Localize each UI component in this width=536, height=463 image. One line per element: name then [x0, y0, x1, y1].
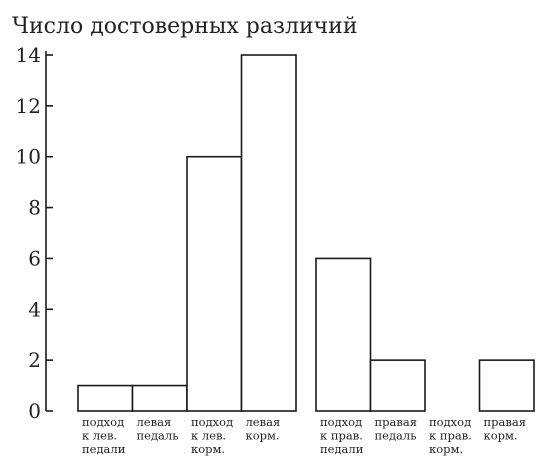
bars	[78, 55, 534, 411]
y-tick-label: 12	[16, 94, 41, 118]
category-label: подход к прав. педали	[320, 415, 364, 456]
category-label: левая корм.	[246, 415, 281, 443]
chart-title: Число достоверных различий	[12, 14, 358, 39]
y-tick-label: 8	[28, 196, 41, 220]
y-axis: 0 2 4 6 8 10 12 14	[16, 43, 53, 423]
y-tick-label: 14	[16, 43, 41, 67]
category-labels: подход к лев. педали левая педаль подход к лев…	[82, 415, 526, 456]
category-label: правая корм.	[484, 415, 526, 443]
y-tick-label: 6	[28, 246, 41, 270]
category-label: подход к лев. корм.	[191, 415, 233, 456]
bar	[242, 55, 297, 411]
bar	[371, 360, 426, 411]
bar	[480, 360, 535, 411]
bar	[187, 157, 242, 411]
y-tick-label: 2	[28, 348, 41, 372]
category-label: правая педаль	[375, 415, 417, 443]
category-label: подход к лев. педали	[82, 415, 126, 456]
y-tick-label: 0	[28, 399, 41, 423]
y-tick-label: 10	[16, 145, 41, 169]
bar	[78, 386, 133, 411]
y-tick-label: 4	[28, 297, 41, 321]
category-label: подход к прав. корм.	[429, 415, 472, 456]
bar	[133, 386, 188, 411]
bar	[316, 258, 371, 411]
category-label: левая педаль	[137, 415, 179, 443]
